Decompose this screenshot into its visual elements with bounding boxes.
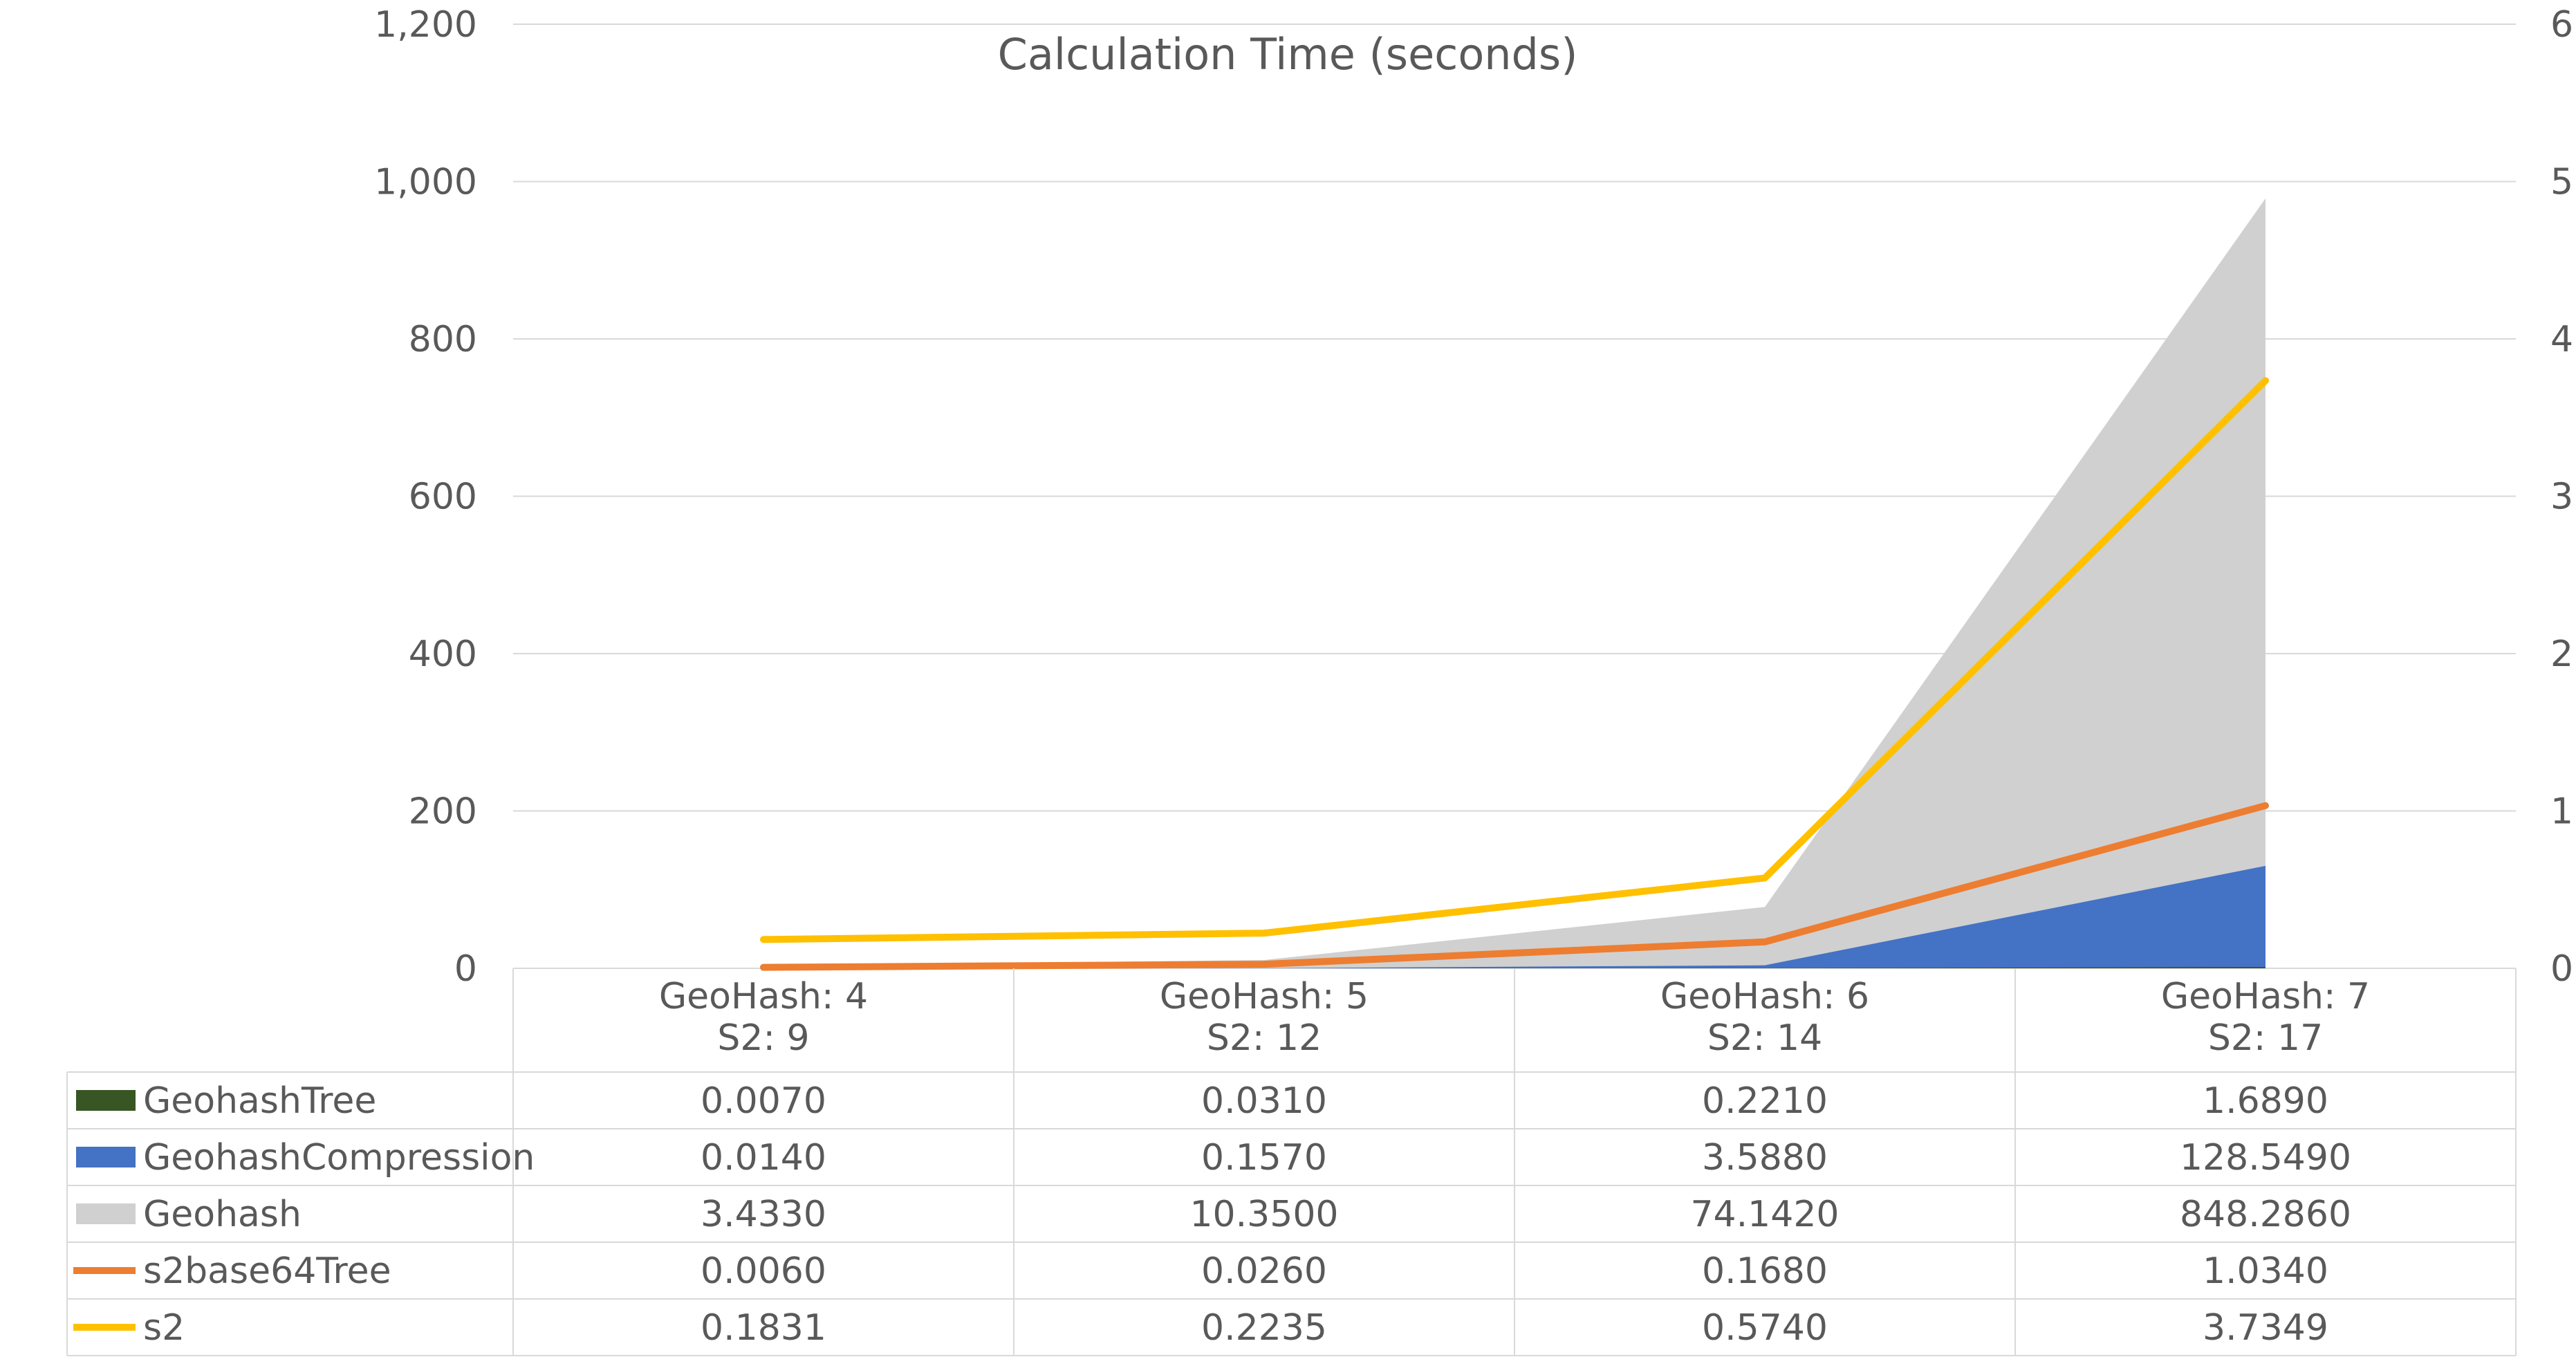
- y-left-tick-label: 200: [409, 791, 477, 833]
- x-tick-label: S2: 14: [1707, 1017, 1822, 1059]
- y-right-tick-label: 0: [2550, 948, 2573, 990]
- data-label: 848.2860: [2180, 1194, 2351, 1235]
- data-label: 0.0070: [701, 1080, 826, 1122]
- data-label: 0.0260: [1201, 1250, 1327, 1292]
- y-left-tick-label: 1,000: [374, 162, 477, 203]
- y-right-tick-label: 1: [2550, 791, 2573, 833]
- y-left-tick-label: 600: [409, 477, 477, 518]
- legend-label: Geohash: [143, 1194, 302, 1235]
- y-right-tick-label: 4: [2550, 319, 2573, 360]
- x-tick-label: S2: 12: [1207, 1017, 1322, 1059]
- y-right-tick-label: 3: [2550, 477, 2573, 518]
- data-label: 74.1420: [1690, 1194, 1839, 1235]
- data-label: 1.0340: [2203, 1250, 2328, 1292]
- line-s2: [760, 377, 2269, 943]
- y-right-tick-label: 6: [2550, 4, 2573, 46]
- legend-key-geohashtree: [76, 1090, 136, 1111]
- data-label: 0.0310: [1201, 1080, 1327, 1122]
- line-s2base64tree: [760, 802, 2269, 971]
- y-axis-right: 0 1 2 3 4 5 6: [2550, 4, 2573, 990]
- x-tick-label: S2: 17: [2208, 1017, 2323, 1059]
- data-label: 0.2235: [1201, 1307, 1327, 1349]
- line-series: [760, 377, 2269, 971]
- y-left-tick-label: 1,200: [374, 4, 477, 46]
- area-geohashcompression: [763, 865, 2265, 968]
- area-series: [763, 198, 2265, 968]
- y-left-tick-label: 800: [409, 319, 477, 360]
- data-label: 3.4330: [701, 1194, 826, 1235]
- x-tick-label: S2: 9: [717, 1017, 809, 1059]
- chart-title: Calculation Time (seconds): [998, 29, 1578, 80]
- data-table: GeoHash: 4S2: 9 GeoHash: 5S2: 12 GeoHash: …: [66, 968, 2517, 1356]
- y-left-tick-label: 0: [454, 948, 477, 990]
- y-left-tick-label: 400: [409, 634, 477, 675]
- legend-key-geohashcompression: [76, 1147, 136, 1167]
- data-label: 0.0060: [701, 1250, 826, 1292]
- data-label: 3.7349: [2203, 1307, 2328, 1349]
- legend-label: GeohashTree: [143, 1080, 376, 1122]
- y-right-tick-label: 5: [2550, 162, 2573, 203]
- data-label: 1.6890: [2203, 1080, 2328, 1122]
- gridlines: [513, 24, 2516, 969]
- x-tick-label: GeoHash: 7: [2161, 976, 2370, 1017]
- data-label: 3.5880: [1702, 1137, 1828, 1179]
- data-label: 0.1680: [1702, 1250, 1828, 1292]
- legend-key-geohash: [76, 1203, 136, 1224]
- legend-label: GeohashCompression: [143, 1137, 535, 1179]
- data-label: 128.5490: [2180, 1137, 2351, 1179]
- x-tick-label: GeoHash: 6: [1660, 976, 1869, 1017]
- data-label: 0.0140: [701, 1137, 826, 1179]
- data-label: 0.2210: [1702, 1080, 1828, 1122]
- x-tick-label: GeoHash: 5: [1160, 976, 1369, 1017]
- legend-label: s2base64Tree: [143, 1250, 391, 1292]
- data-label: 0.5740: [1702, 1307, 1828, 1349]
- y-right-tick-label: 2: [2550, 634, 2573, 675]
- legend-label: s2: [143, 1307, 185, 1349]
- data-label: 0.1831: [701, 1307, 826, 1349]
- data-label: 0.1570: [1201, 1137, 1327, 1179]
- y-axis-left: 0 200 400 600 800 1,000 1,200: [374, 4, 477, 990]
- x-tick-label: GeoHash: 4: [659, 976, 868, 1017]
- data-label: 10.3500: [1189, 1194, 1338, 1235]
- area-geohashtree: [763, 967, 2265, 968]
- area-geohash: [763, 198, 2265, 968]
